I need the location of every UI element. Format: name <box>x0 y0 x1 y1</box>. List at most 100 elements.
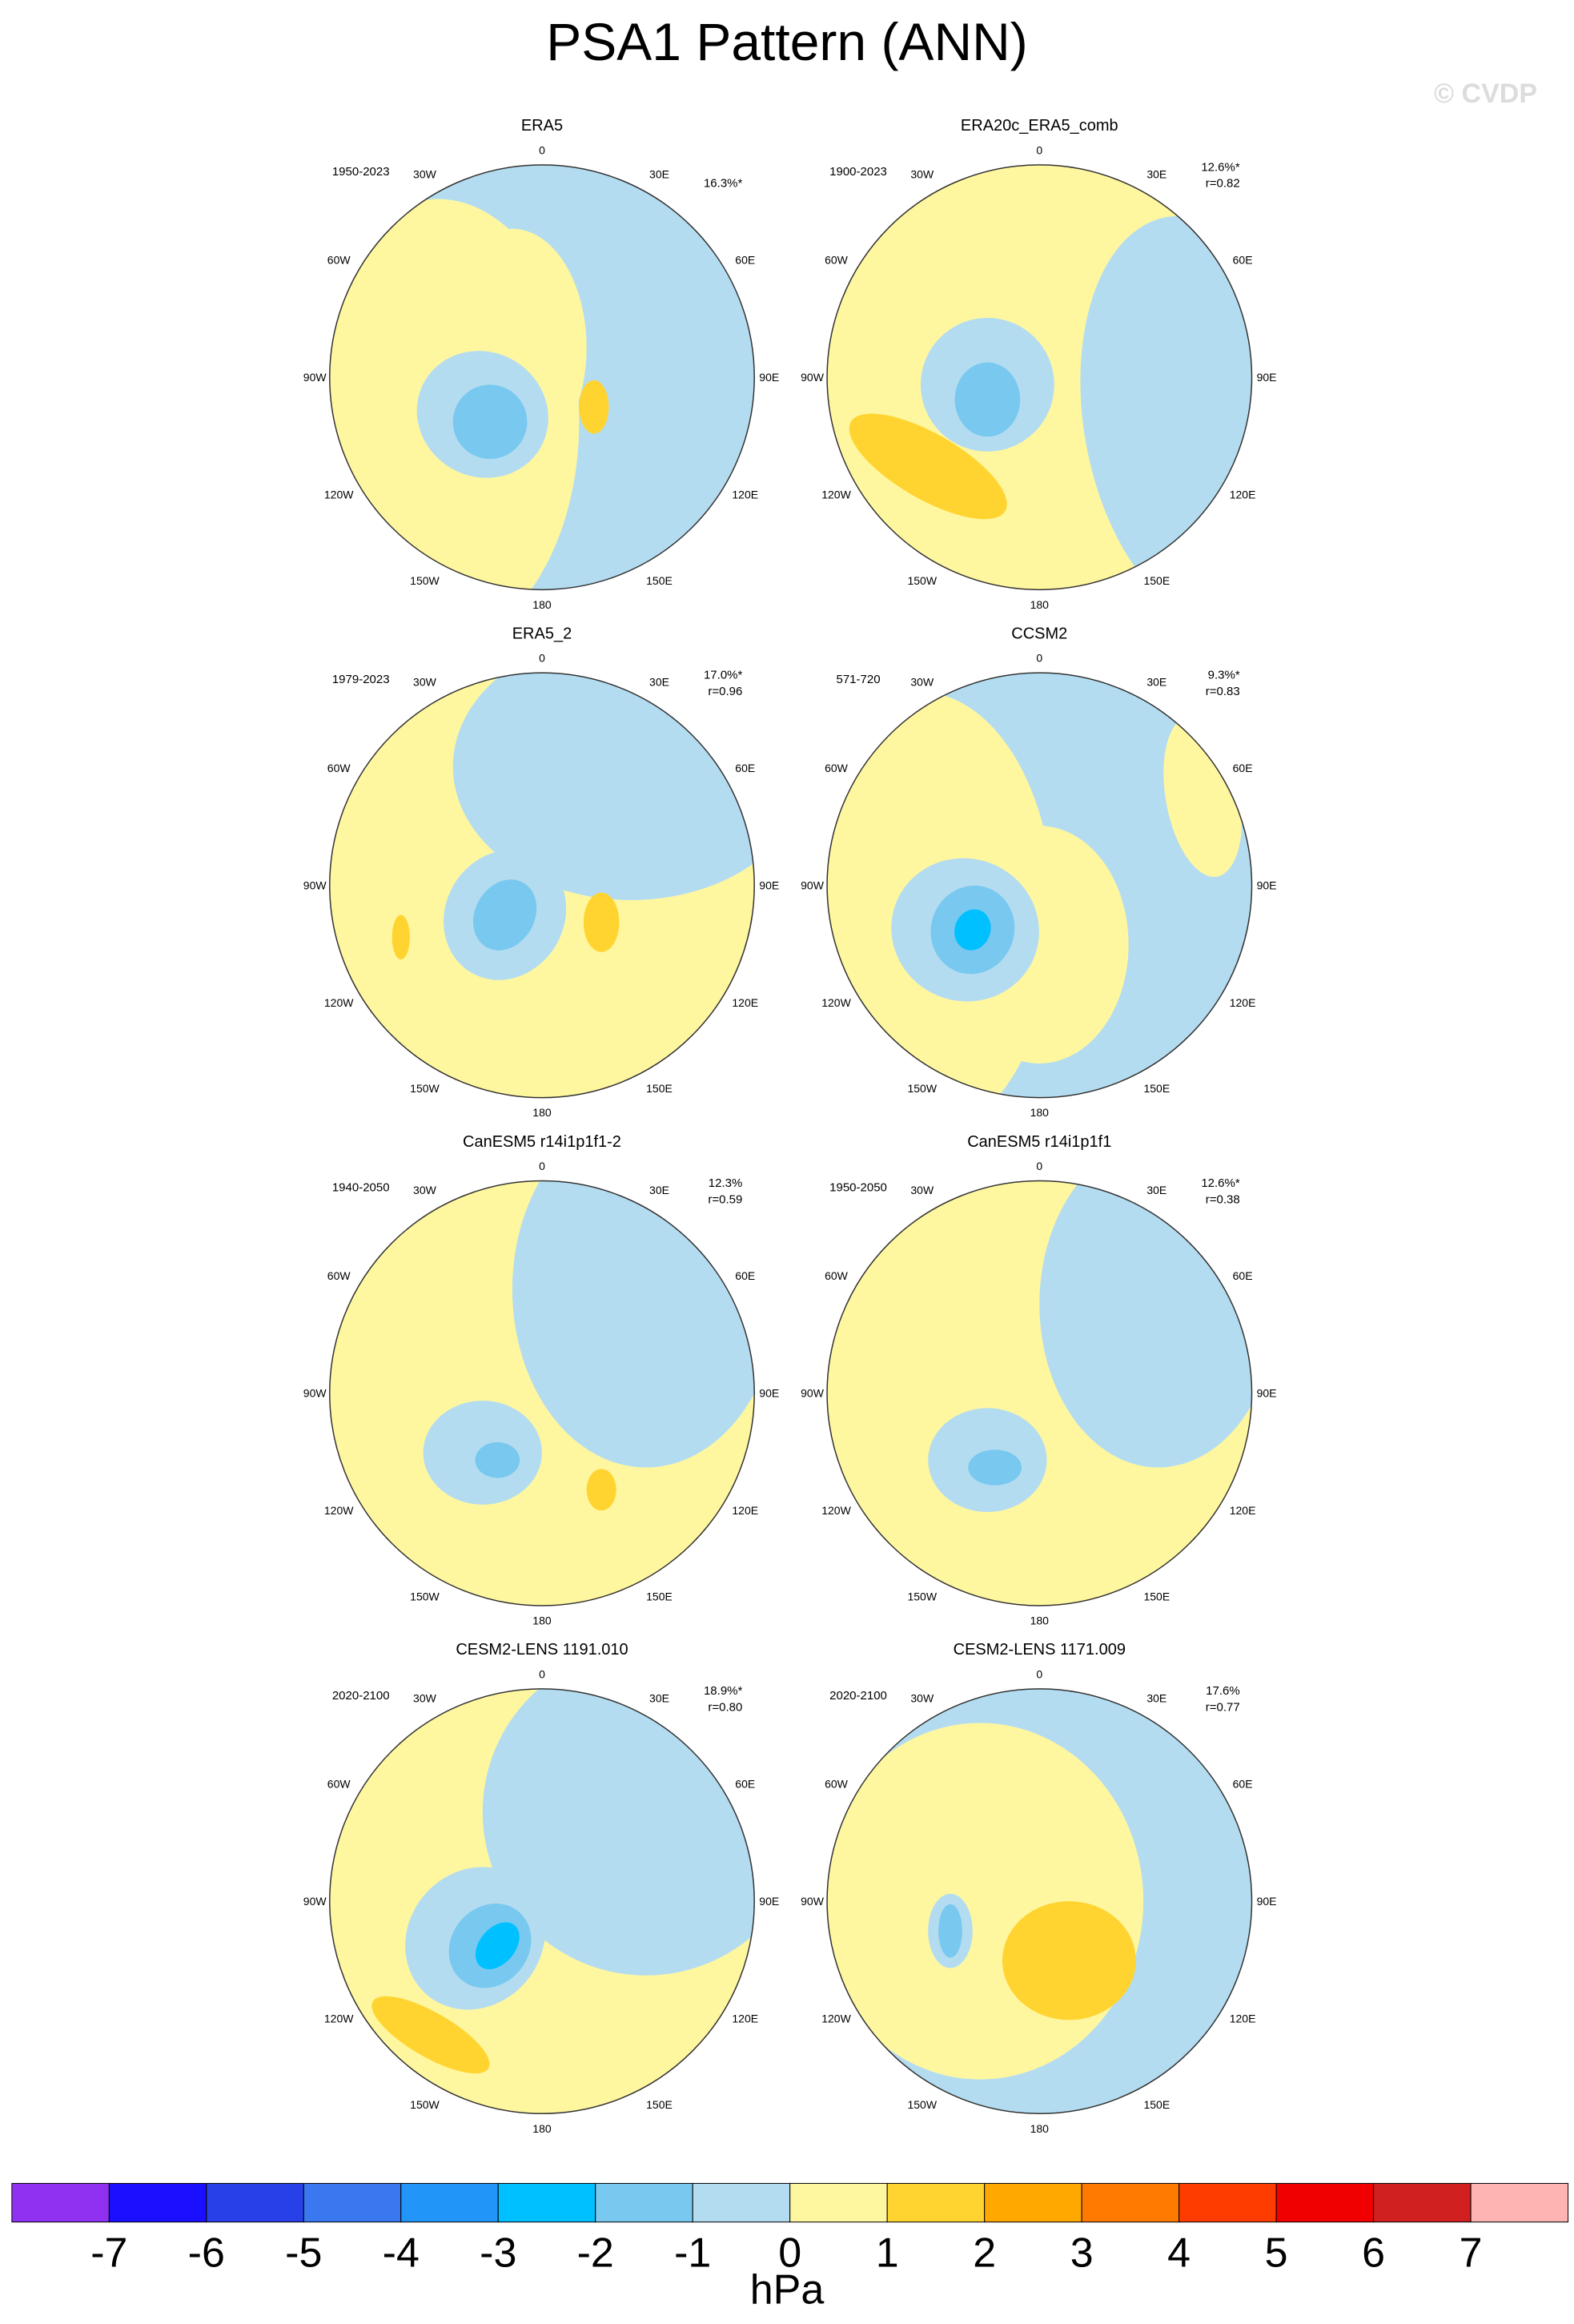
panel-title: ERA5 <box>521 117 563 135</box>
longitude-label: 90W <box>303 1387 327 1400</box>
longitude-label: 120E <box>1230 996 1256 1009</box>
contour-region <box>586 1469 616 1511</box>
colorbar-box <box>984 2182 1082 2223</box>
panel-period: 2020-2100 <box>829 1689 887 1703</box>
map-panel: ERA5 1950-2023 16.3%* 0 30E 60E 90E 120E 150E 180… <box>303 117 779 611</box>
longitude-label: 60W <box>327 254 351 267</box>
panel-title: ERA5_2 <box>512 625 572 643</box>
longitude-label: 180 <box>1030 1614 1050 1626</box>
colorbar-box <box>1081 2182 1180 2223</box>
contour-region <box>827 1723 1144 2080</box>
colorbar-tick-label: 0 <box>778 2230 801 2276</box>
contour-region <box>954 909 991 951</box>
longitude-label: 60W <box>327 1269 351 1282</box>
longitude-label: 0 <box>539 652 545 665</box>
map-panel: CanESM5 r14i1p1f1 1950-2050 12.6%* r=0.38 0 3… <box>801 1133 1277 1627</box>
longitude-label: 0 <box>539 1667 545 1680</box>
map-panel: CESM2-LENS 1171.009 2020-2100 17.6% r=0.77 0… <box>801 1641 1276 2135</box>
colorbar-box <box>400 2182 499 2223</box>
map-border <box>328 672 755 1099</box>
longitude-label: 30E <box>649 167 669 180</box>
longitude-label: 120W <box>821 1504 851 1517</box>
longitude-label: 90E <box>1257 1387 1277 1400</box>
panel-correlation: r=0.82 <box>1206 177 1240 191</box>
panel-percent: 18.9%* <box>704 1684 743 1698</box>
longitude-label: 120W <box>324 996 354 1009</box>
colorbar-tick-label: -7 <box>90 2230 127 2276</box>
colorbar-tick-label: 4 <box>1167 2230 1191 2276</box>
panel-percent: 12.3% <box>709 1176 743 1190</box>
panel-title: CCSM2 <box>1011 625 1067 643</box>
longitude-label: 60E <box>1233 254 1253 267</box>
watermark: © CVDP <box>1434 78 1537 109</box>
map-fill <box>827 1688 1252 2114</box>
colorbar-box <box>303 2182 402 2223</box>
map-border <box>328 1688 755 2115</box>
contour-region <box>452 384 528 460</box>
contour-region <box>579 380 609 434</box>
longitude-label: 180 <box>532 2122 552 2135</box>
longitude-label: 150W <box>410 574 440 587</box>
longitude-label: 90E <box>1257 1895 1277 1908</box>
longitude-label: 120W <box>324 1504 354 1517</box>
longitude-label: 150E <box>646 1082 673 1095</box>
longitude-label: 30E <box>649 676 669 689</box>
longitude-label: 90E <box>759 1895 779 1908</box>
longitude-label: 30E <box>1146 1184 1166 1196</box>
map-panel: CCSM2 571-720 9.3%* r=0.83 0 30E 60E 90E 120E 150… <box>801 625 1277 1120</box>
longitude-label: 180 <box>532 598 552 611</box>
map-panel: ERA20c_ERA5_comb 1900-2023 12.6%* r=0.82 0 30… <box>801 117 1276 611</box>
panel-period: 1900-2023 <box>829 165 887 179</box>
longitude-label: 120W <box>324 2012 354 2025</box>
longitude-label: 150W <box>410 1082 440 1095</box>
contour-region <box>475 1441 520 1478</box>
longitude-label: 30W <box>910 1184 934 1196</box>
colorbar-box <box>108 2182 207 2223</box>
panel-percent: 12.6%* <box>1201 1176 1240 1190</box>
map-panel: ERA5_2 1979-2023 17.0%* r=0.96 0 30E 60E 90E 120… <box>303 625 779 1120</box>
longitude-label: 180 <box>532 1106 552 1119</box>
longitude-label: 60E <box>735 762 755 774</box>
colorbar-box <box>886 2182 986 2223</box>
panel-period: 1950-2023 <box>332 165 390 179</box>
contour-region <box>472 879 537 951</box>
contour-region <box>1080 215 1252 590</box>
longitude-label: 30W <box>910 1691 934 1704</box>
longitude-label: 30E <box>649 1691 669 1704</box>
panel-title: ERA20c_ERA5_comb <box>961 117 1118 135</box>
longitude-label: 150E <box>1143 1082 1170 1095</box>
colorbar-box <box>595 2182 693 2223</box>
longitude-label: 60W <box>327 762 351 774</box>
colorbar-tick-label: 1 <box>876 2230 899 2276</box>
longitude-label: 150W <box>907 574 937 587</box>
longitude-label: 30W <box>910 676 934 689</box>
longitude-label: 0 <box>1036 1667 1042 1680</box>
panel-correlation: r=0.38 <box>1206 1192 1240 1206</box>
contour-region <box>391 915 410 960</box>
longitude-label: 30W <box>413 1184 437 1196</box>
map-fill <box>329 164 755 590</box>
panel-correlation: r=0.59 <box>708 1192 742 1206</box>
colorbar-box <box>206 2182 304 2223</box>
panel-title: CESM2-LENS 1171.009 <box>954 1641 1126 1659</box>
longitude-label: 30E <box>1146 676 1166 689</box>
longitude-label: 150W <box>410 2098 440 2111</box>
longitude-label: 150E <box>1143 2098 1170 2111</box>
longitude-label: 90W <box>303 1895 327 1908</box>
longitude-label: 180 <box>1030 1106 1050 1119</box>
longitude-label: 60E <box>1233 1269 1253 1282</box>
contour-region <box>512 1180 755 1468</box>
map-fill <box>329 1688 755 2114</box>
longitude-label: 90E <box>1257 879 1277 891</box>
longitude-label: 120E <box>1230 2012 1256 2025</box>
longitude-label: 120E <box>732 489 758 501</box>
longitude-label: 90W <box>303 371 327 384</box>
panel-correlation: r=0.80 <box>708 1701 742 1715</box>
longitude-label: 30W <box>413 676 437 689</box>
longitude-label: 60W <box>825 1778 849 1791</box>
panel-percent: 9.3%* <box>1208 669 1240 682</box>
panel-period: 1950-2050 <box>829 1180 887 1194</box>
map-border <box>826 1688 1253 2115</box>
longitude-label: 60W <box>825 762 849 774</box>
